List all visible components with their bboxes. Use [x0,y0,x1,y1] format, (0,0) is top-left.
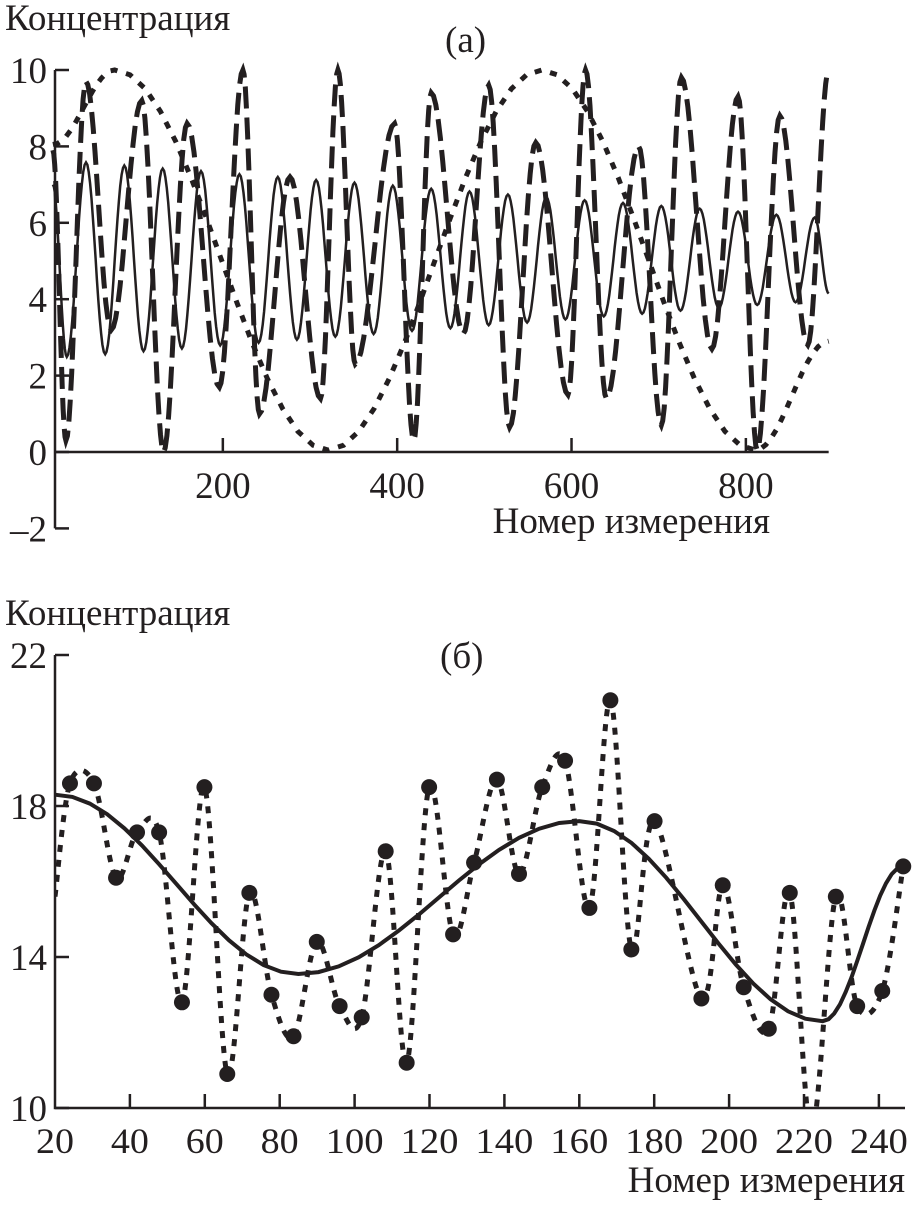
panel-b-dotted-line [55,697,906,1108]
panel-b-x-tick-label: 100 [326,1121,384,1161]
panel-b-data-point [85,775,102,792]
panel-b-data-point [173,994,190,1011]
panel-a-x-tick-label: 400 [369,466,425,507]
panel-b-data-point [714,877,731,894]
panel-b-x-tick-label: 80 [261,1121,299,1161]
panel-a-y-tick-label: 0 [29,433,48,474]
panel-a-y-tick-label: 8 [29,127,48,168]
panel-b-data-point [445,926,462,943]
panel-b-label: (б) [440,636,483,677]
panel-b-y-tick-label: 18 [10,787,47,828]
panel-b-data-point [61,775,78,792]
panel-b-data-point [623,941,640,958]
panel-b-data-point [488,771,505,788]
panel-b-data-point [398,1054,415,1071]
panel-a-y-tick-label: 4 [29,280,48,321]
panel-b-data-point [129,824,146,841]
panel-b-data-point [874,982,891,999]
panel-b-x-tick-label: 180 [625,1121,683,1161]
panel-b-data-point [377,843,394,860]
panel-b-data-point [219,1066,236,1083]
panel-a-series-dashed [50,61,831,460]
panel-b-data-point [241,884,258,901]
panel-b-ylabel: Концентрация [5,593,230,634]
panel-b-x-tick-label: 140 [475,1121,533,1161]
panel-a-series-dotted [52,67,830,453]
panel-a-y-tick-label: 10 [10,51,47,92]
panel-a-x-tick-label: 800 [718,466,774,507]
panel-b-data-point [353,1009,370,1026]
panel-b-data-point [693,990,710,1007]
panel-b-y-tick-label: 10 [10,1089,47,1130]
panel-a-y-tick-label: 2 [29,357,48,398]
panel-b-x-tick-label: 20 [36,1121,74,1161]
panel-b-data-point [895,858,912,875]
panel-b-data-point [827,888,844,905]
panel-b-y-tick-label: 14 [10,938,47,979]
panel-b-x-tick-label: 240 [850,1121,908,1161]
panel-b-x-tick-label: 220 [775,1121,833,1161]
panel-b-fit-curve [54,792,904,1024]
panel-b-data-point [308,933,325,950]
panel-a-series-solid [51,159,830,360]
panel-a-x-tick-label: 600 [544,466,600,507]
panel-b-x-tick-label: 160 [550,1121,608,1161]
panel-a: Концентрация (a) Номер измерения 1086420… [5,0,831,550]
panel-b-data-point [511,865,528,882]
panel-b-x-tick-label: 40 [111,1121,149,1161]
panel-b-data-point [760,1020,777,1037]
panel-b-x-tick-label: 200 [700,1121,758,1161]
panel-b-data-point [285,1028,302,1045]
panel-b-data-point [781,884,798,901]
panel-b-x-tick-label: 60 [186,1121,224,1161]
panel-a-xlabel: Номер измерения [493,501,770,542]
panel-a-y-tick-label: 6 [29,204,48,245]
panel-b-data-point [151,824,168,841]
panel-a-label: (a) [445,20,486,61]
panel-b-data-point [534,779,551,796]
panel-b-xlabel: Номер измерения [628,1160,905,1201]
panel-b-data-point [108,869,125,886]
panel-b-data-point [557,752,574,769]
panel-b-data-point [263,986,280,1003]
panel-b-y-tick-label: 22 [10,636,47,677]
panel-b: Концентрация (б) Номер измерения 22 18 14 1… [5,593,912,1201]
panel-b-data-point [196,779,213,796]
panel-b-data-point [581,899,598,916]
panel-b-data-point [421,779,438,796]
panel-b-data-point [466,854,483,871]
panel-b-data-point [331,998,348,1015]
panel-b-data-point [646,813,663,830]
panel-b-axes [53,655,905,1110]
panel-b-x-tick-label: 120 [401,1121,459,1161]
panel-b-data-point [602,692,619,709]
panel-a-y-tick-label: –2 [9,509,47,550]
panel-a-ylabel: Концентрация [5,0,230,39]
panel-a-x-tick-label: 200 [195,466,251,507]
panel-b-data-point [735,979,752,996]
panel-b-data-point [849,998,866,1015]
